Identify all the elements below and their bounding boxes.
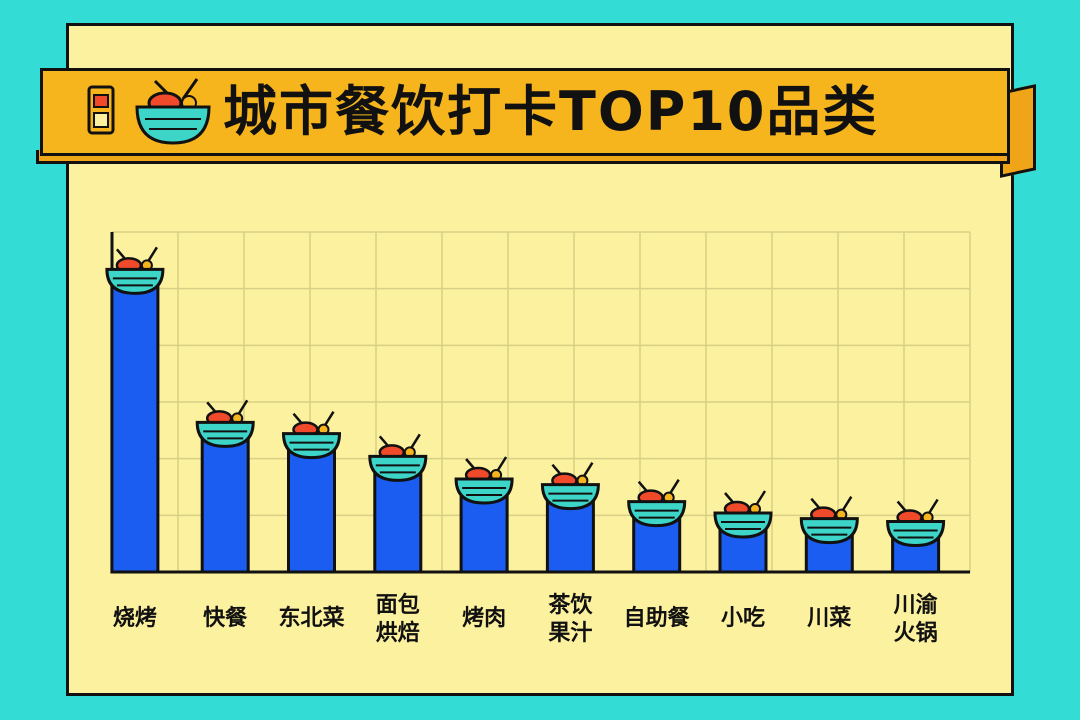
bar-bowl-icon bbox=[105, 267, 165, 295]
x-tick-label: 川菜 bbox=[807, 606, 852, 631]
bar-4 bbox=[373, 462, 423, 574]
bar-bowl-icon bbox=[540, 483, 600, 511]
bar-bowl-icon bbox=[195, 420, 255, 448]
bar-bowl-icon bbox=[627, 500, 687, 528]
x-tick-label: 自助餐 bbox=[623, 606, 690, 631]
x-tick-label: 川渝 火锅 bbox=[893, 593, 938, 646]
bar-bowl-icon bbox=[713, 511, 773, 539]
x-tick-label: 快餐 bbox=[203, 606, 248, 631]
bar-bowl-icon bbox=[454, 477, 514, 505]
chart-title: 城市餐饮打卡TOP10品类 bbox=[223, 80, 879, 143]
x-tick-label: 烤肉 bbox=[462, 606, 507, 631]
food-bowl-logo-icon bbox=[87, 78, 211, 145]
x-tick-label: 小吃 bbox=[720, 606, 765, 631]
bar-bowl-icon bbox=[886, 520, 946, 548]
bar-bowl-icon bbox=[281, 432, 342, 460]
x-tick-label: 烧烤 bbox=[112, 606, 157, 631]
bar-2 bbox=[200, 428, 250, 574]
bar-bowl-icon bbox=[368, 454, 428, 482]
bar-3 bbox=[287, 440, 336, 574]
bar-1 bbox=[110, 275, 160, 574]
title-banner: 城市餐饮打卡TOP10品类 bbox=[40, 68, 1010, 156]
x-tick-label: 茶饮 果汁 bbox=[548, 593, 593, 646]
x-tick-label: 面包 烘焙 bbox=[375, 593, 420, 646]
x-tick-label: 东北菜 bbox=[278, 606, 345, 631]
bar-bowl-icon bbox=[799, 517, 859, 545]
